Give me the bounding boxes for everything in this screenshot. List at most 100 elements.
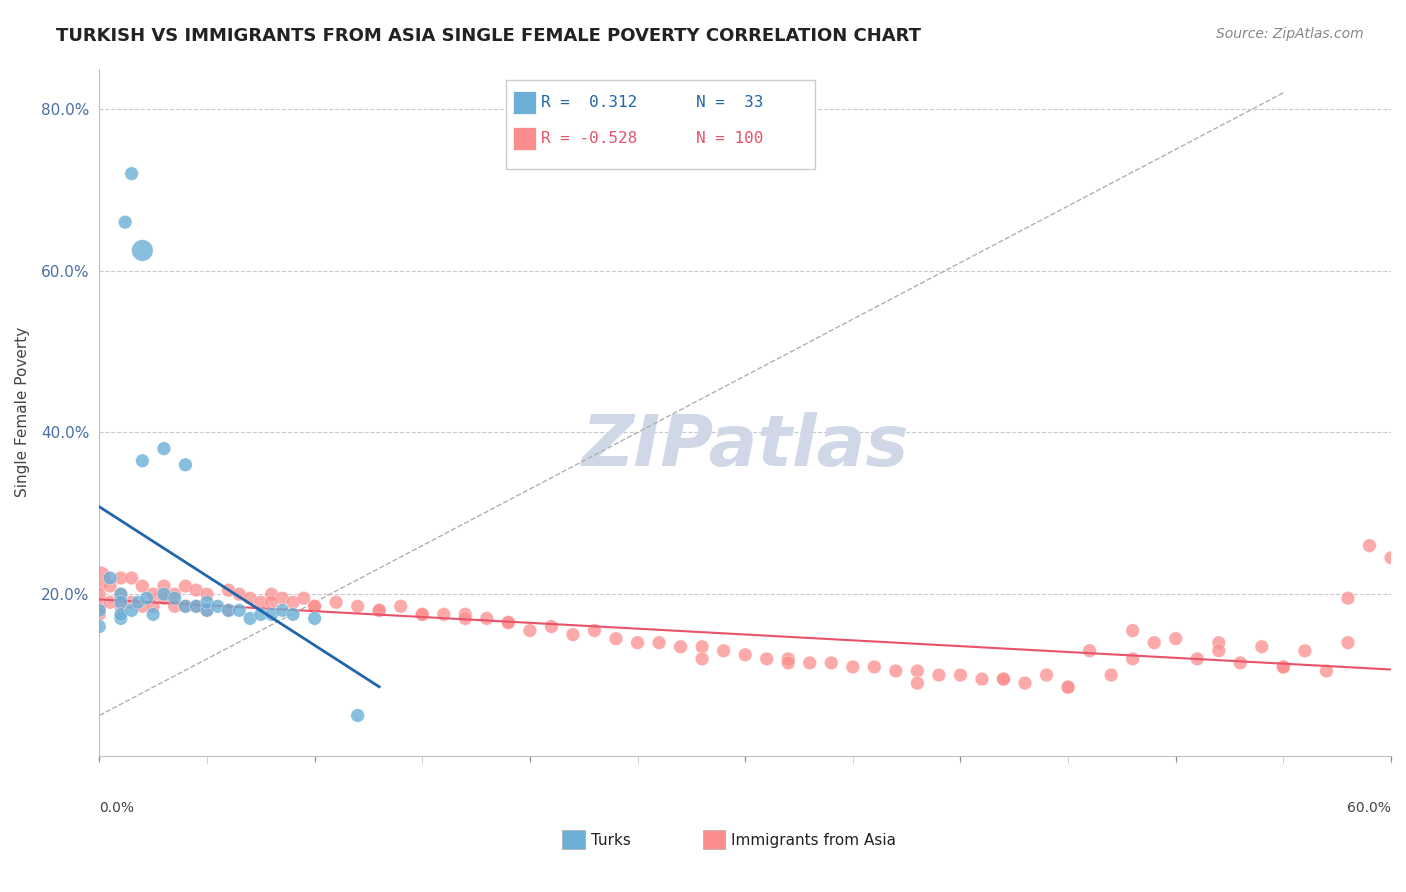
Immigrants from Asia	[218, 583, 240, 598]
Immigrants from Asia	[89, 607, 111, 622]
Immigrants from Asia	[734, 648, 756, 662]
Immigrants from Asia	[1337, 591, 1360, 606]
Turks	[135, 591, 157, 606]
Immigrants from Asia	[669, 640, 692, 654]
Turks	[89, 619, 111, 633]
Immigrants from Asia	[993, 672, 1015, 686]
Turks	[186, 599, 208, 614]
Turks	[110, 595, 132, 609]
Immigrants from Asia	[98, 579, 121, 593]
Immigrants from Asia	[304, 599, 326, 614]
Immigrants from Asia	[755, 652, 778, 666]
Immigrants from Asia	[281, 595, 304, 609]
Turks	[98, 571, 121, 585]
Immigrants from Asia	[195, 587, 218, 601]
Immigrants from Asia	[89, 599, 111, 614]
Immigrants from Asia	[292, 591, 315, 606]
Immigrants from Asia	[411, 607, 433, 622]
Immigrants from Asia	[174, 579, 197, 593]
Immigrants from Asia	[186, 583, 208, 598]
Immigrants from Asia	[142, 599, 165, 614]
Immigrants from Asia	[1272, 660, 1295, 674]
Immigrants from Asia	[1315, 664, 1337, 678]
Immigrants from Asia	[1122, 624, 1144, 638]
Turks	[163, 591, 186, 606]
Immigrants from Asia	[368, 603, 391, 617]
Immigrants from Asia	[993, 672, 1015, 686]
Text: R = -0.528: R = -0.528	[541, 131, 637, 145]
Immigrants from Asia	[1035, 668, 1057, 682]
Y-axis label: Single Female Poverty: Single Female Poverty	[15, 327, 30, 498]
Immigrants from Asia	[110, 599, 132, 614]
Immigrants from Asia	[561, 627, 583, 641]
Immigrants from Asia	[1014, 676, 1036, 690]
Immigrants from Asia	[174, 599, 197, 614]
Text: ZIPatlas: ZIPatlas	[582, 412, 908, 481]
Immigrants from Asia	[928, 668, 950, 682]
Immigrants from Asia	[863, 660, 886, 674]
Immigrants from Asia	[89, 571, 111, 585]
Immigrants from Asia	[690, 652, 713, 666]
Turks	[114, 215, 136, 229]
Immigrants from Asia	[1379, 550, 1402, 565]
Immigrants from Asia	[1057, 680, 1080, 694]
Turks	[271, 603, 294, 617]
Immigrants from Asia	[186, 599, 208, 614]
Immigrants from Asia	[884, 664, 907, 678]
Immigrants from Asia	[346, 599, 368, 614]
Turks	[281, 607, 304, 622]
Immigrants from Asia	[142, 587, 165, 601]
Immigrants from Asia	[260, 587, 283, 601]
Immigrants from Asia	[1358, 539, 1381, 553]
Immigrants from Asia	[1208, 644, 1230, 658]
Turks	[195, 603, 218, 617]
Immigrants from Asia	[778, 656, 800, 670]
Immigrants from Asia	[195, 603, 218, 617]
Text: R =  0.312: R = 0.312	[541, 95, 637, 110]
Turks	[249, 607, 271, 622]
Immigrants from Asia	[121, 571, 143, 585]
Immigrants from Asia	[778, 652, 800, 666]
Immigrants from Asia	[626, 636, 648, 650]
Immigrants from Asia	[970, 672, 993, 686]
Immigrants from Asia	[583, 624, 606, 638]
Immigrants from Asia	[454, 607, 477, 622]
Immigrants from Asia	[131, 579, 153, 593]
Turks	[239, 611, 262, 625]
Immigrants from Asia	[121, 595, 143, 609]
Turks	[195, 595, 218, 609]
Immigrants from Asia	[239, 591, 262, 606]
Immigrants from Asia	[131, 599, 153, 614]
Turks	[153, 442, 176, 456]
Immigrants from Asia	[498, 615, 520, 630]
Turks	[110, 607, 132, 622]
Immigrants from Asia	[153, 579, 176, 593]
Immigrants from Asia	[1164, 632, 1187, 646]
Immigrants from Asia	[1294, 644, 1316, 658]
Immigrants from Asia	[1122, 652, 1144, 666]
Immigrants from Asia	[1229, 656, 1251, 670]
Turks	[228, 603, 250, 617]
Immigrants from Asia	[389, 599, 412, 614]
Immigrants from Asia	[519, 624, 541, 638]
Immigrants from Asia	[842, 660, 865, 674]
Immigrants from Asia	[690, 640, 713, 654]
Immigrants from Asia	[820, 656, 842, 670]
Turks	[131, 244, 153, 258]
Text: Immigrants from Asia: Immigrants from Asia	[731, 833, 896, 847]
Turks	[127, 595, 149, 609]
Immigrants from Asia	[1337, 636, 1360, 650]
Immigrants from Asia	[1250, 640, 1272, 654]
Turks	[110, 587, 132, 601]
Immigrants from Asia	[648, 636, 671, 650]
Immigrants from Asia	[1143, 636, 1166, 650]
Immigrants from Asia	[1187, 652, 1209, 666]
Text: N = 100: N = 100	[696, 131, 763, 145]
Immigrants from Asia	[98, 595, 121, 609]
Text: Source: ZipAtlas.com: Source: ZipAtlas.com	[1216, 27, 1364, 41]
Turks	[304, 611, 326, 625]
Turks	[346, 708, 368, 723]
Text: 0.0%: 0.0%	[100, 801, 135, 814]
Turks	[218, 603, 240, 617]
Text: N =  33: N = 33	[696, 95, 763, 110]
